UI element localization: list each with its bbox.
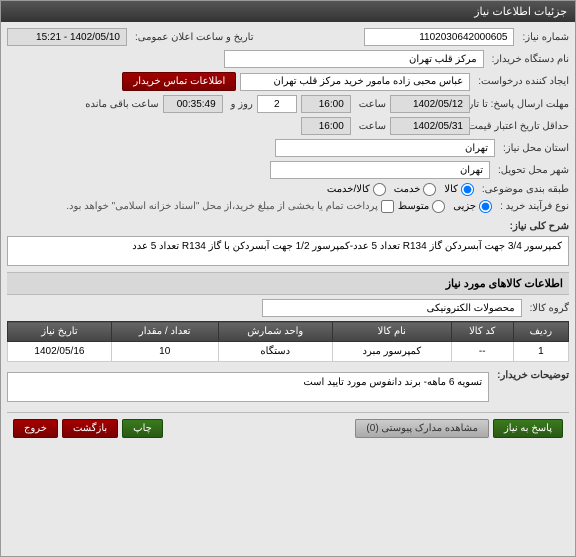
- items-table: ردیف کد کالا نام کالا واحد شمارش تعداد /…: [7, 321, 569, 362]
- pt-medium-radio[interactable]: متوسط: [398, 200, 445, 213]
- time-label-1: ساعت: [355, 99, 386, 110]
- days-field: 2: [257, 95, 297, 113]
- goods-group-label: گروه کالا:: [526, 303, 569, 314]
- td-code: --: [451, 342, 513, 362]
- buyer-notes-box: تسویه 6 ماهه- برند دانفوس مورد تایید است: [7, 372, 489, 402]
- need-number-field: 1102030642000605: [364, 28, 514, 46]
- cat-service-radio[interactable]: خدمت: [394, 183, 437, 196]
- th-code: کد کالا: [451, 322, 513, 342]
- pt-partial-radio[interactable]: جزیی: [453, 200, 492, 213]
- footer-left: چاپ بازگشت خروج: [13, 419, 163, 438]
- th-qty: تعداد / مقدار: [111, 322, 218, 342]
- window-title: جزئیات اطلاعات نیاز: [474, 6, 567, 18]
- attachments-button[interactable]: مشاهده مدارک پیوستی (0): [355, 419, 489, 438]
- reply-button[interactable]: پاسخ به نیاز: [493, 419, 563, 438]
- buyer-org-field: مرکز قلب تهران: [224, 50, 484, 68]
- th-date: تاریخ نیاز: [8, 322, 112, 342]
- deliv-loc-field: تهران: [270, 161, 490, 179]
- validity-label: حداقل تاریخ اعتبار قیمت: تا تاریخ:: [474, 121, 569, 132]
- deadline-label: مهلت ارسال پاسخ: تا تاریخ:: [474, 99, 569, 110]
- need-number-label: شماره نیاز:: [518, 32, 569, 43]
- td-date: 1402/05/16: [8, 342, 112, 362]
- purchase-type-label: نوع فرآیند خرید :: [496, 201, 569, 212]
- announce-label: تاریخ و ساعت اعلان عمومی:: [131, 32, 254, 43]
- exit-button[interactable]: خروج: [13, 419, 58, 438]
- creator-label: ایجاد کننده درخواست:: [474, 76, 569, 87]
- deadline-time-field: 16:00: [301, 95, 351, 113]
- main-window: جزئیات اطلاعات نیاز شماره نیاز: 11020306…: [0, 0, 576, 557]
- need-desc-box: کمپرسور 3/4 جهت آبسردکن گاز R134 تعداد 5…: [7, 236, 569, 266]
- th-row: ردیف: [513, 322, 568, 342]
- time-label-2: ساعت: [355, 121, 386, 132]
- footer-right: پاسخ به نیاز مشاهده مدارک پیوستی (0): [355, 419, 563, 438]
- req-loc-label: استان محل نیاز:: [499, 143, 569, 154]
- content-area: شماره نیاز: 1102030642000605 تاریخ و ساع…: [1, 22, 575, 450]
- td-row: 1: [513, 342, 568, 362]
- need-desc-label: شرح کلی نیاز:: [506, 221, 569, 232]
- print-button[interactable]: چاپ: [122, 419, 163, 438]
- payment-note-check[interactable]: پرداخت تمام یا بخشی از مبلغ خرید،از محل …: [66, 200, 394, 213]
- validity-date-field: 1402/05/31: [390, 117, 470, 135]
- deadline-date-field: 1402/05/12: [390, 95, 470, 113]
- td-unit: دستگاه: [218, 342, 332, 362]
- contact-buyer-button[interactable]: اطلاعات تماس خریدار: [122, 72, 236, 91]
- goods-group-field: محصولات الکترونیکی: [262, 299, 522, 317]
- buyer-notes-label: توضیحات خریدار:: [493, 370, 569, 381]
- validity-time-field: 16:00: [301, 117, 351, 135]
- days-label: روز و: [227, 99, 253, 110]
- buyer-org-label: نام دستگاه خریدار:: [488, 54, 569, 65]
- footer: پاسخ به نیاز مشاهده مدارک پیوستی (0) چاپ…: [7, 412, 569, 444]
- creator-field: عباس محبی زاده مامور خرید مرکز قلب تهران: [240, 73, 470, 91]
- td-qty: 10: [111, 342, 218, 362]
- req-loc-field: تهران: [275, 139, 495, 157]
- td-name: کمپرسور مبرد: [332, 342, 451, 362]
- cat-goods-radio[interactable]: کالا: [444, 183, 474, 196]
- items-section-header: اطلاعات کالاهای مورد نیاز: [7, 272, 569, 295]
- category-label: طبقه بندی موضوعی:: [478, 184, 569, 195]
- back-button[interactable]: بازگشت: [62, 419, 118, 438]
- th-name: نام کالا: [332, 322, 451, 342]
- cat-goods-service-radio[interactable]: کالا/خدمت: [327, 183, 386, 196]
- th-unit: واحد شمارش: [218, 322, 332, 342]
- announce-field: 1402/05/10 - 15:21: [7, 28, 127, 46]
- deliv-loc-label: شهر محل تحویل:: [494, 165, 569, 176]
- purchase-type-radio-group: جزیی متوسط: [398, 200, 492, 213]
- category-radio-group: کالا خدمت کالا/خدمت: [327, 183, 474, 196]
- remaining-label: ساعت باقی مانده: [81, 99, 158, 110]
- table-header-row: ردیف کد کالا نام کالا واحد شمارش تعداد /…: [8, 322, 569, 342]
- remaining-field: 00:35:49: [163, 95, 223, 113]
- titlebar: جزئیات اطلاعات نیاز: [1, 1, 575, 22]
- table-row[interactable]: 1 -- کمپرسور مبرد دستگاه 10 1402/05/16: [8, 342, 569, 362]
